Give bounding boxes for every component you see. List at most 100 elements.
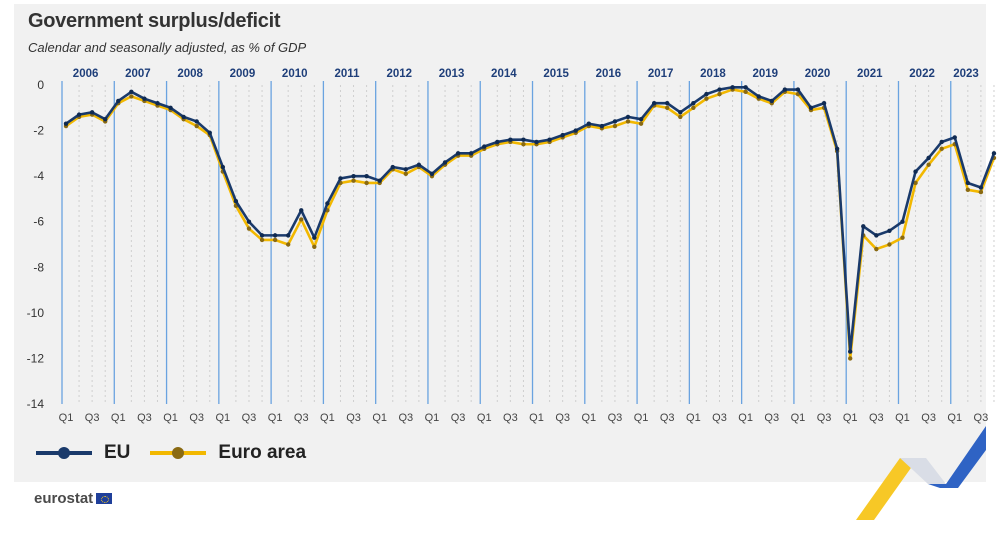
data-point-eu (416, 162, 422, 167)
chart-panel (14, 4, 986, 482)
year-label: 2008 (177, 68, 203, 80)
year-label: 2009 (230, 68, 256, 80)
year-label: 2014 (491, 68, 517, 80)
quarter-tick-label: Q3 (398, 412, 413, 424)
data-point-eu (89, 110, 95, 115)
y-tick-label: -4 (33, 169, 44, 183)
data-point-eu (377, 178, 382, 183)
data-point-eu (730, 85, 735, 90)
year-label: 2017 (648, 68, 674, 80)
quarter-tick-label: Q1 (268, 412, 283, 424)
data-point-eu (403, 167, 409, 172)
data-point-eu (390, 164, 395, 170)
data-point-euro-area (285, 242, 291, 247)
data-point-euro-area (665, 105, 670, 110)
year-label: 2022 (909, 68, 935, 80)
data-point-eu (638, 116, 644, 122)
quarter-tick-label: Q1 (686, 412, 701, 424)
quarter-tick-label: Q1 (791, 412, 806, 424)
y-tick-label: -10 (27, 306, 45, 320)
data-point-eu (76, 112, 82, 117)
quarter-tick-label: Q1 (59, 412, 74, 424)
data-point-eu (939, 139, 944, 145)
data-point-euro-area (848, 356, 853, 361)
logo-text: eurostat (34, 490, 94, 507)
data-point-eu (769, 98, 774, 104)
data-point-eu (521, 137, 526, 142)
data-point-eu (952, 135, 957, 140)
year-label: 2013 (439, 68, 465, 80)
quarter-tick-label: Q1 (215, 412, 230, 424)
data-point-eu (325, 201, 330, 206)
data-point-eu (495, 139, 500, 145)
data-point-eu (848, 349, 853, 354)
data-point-eu (900, 219, 905, 224)
data-point-eu (612, 119, 618, 124)
data-point-euro-area (939, 146, 944, 151)
data-point-euro-area (246, 226, 252, 231)
quarter-tick-label: Q3 (294, 412, 309, 424)
data-point-eu (887, 228, 892, 234)
data-point-eu (429, 171, 435, 177)
data-point-eu (364, 173, 369, 179)
data-point-euro-area (403, 171, 409, 177)
chart-subtitle: Calendar and seasonally adjusted, as % o… (28, 40, 307, 55)
data-point-eu (560, 132, 565, 138)
data-point-euro-area (743, 89, 748, 95)
data-point-eu (625, 114, 631, 120)
data-point-eu (351, 173, 356, 179)
quarter-tick-label: Q1 (163, 412, 178, 424)
data-point-eu (181, 114, 186, 120)
quarter-tick-label: Q3 (764, 412, 779, 424)
data-point-eu (965, 180, 971, 186)
data-point-eu (913, 169, 918, 174)
quarter-tick-label: Q3 (921, 412, 936, 424)
quarter-tick-label: Q1 (372, 412, 387, 424)
quarter-tick-label: Q3 (346, 412, 361, 424)
data-point-eu (442, 160, 448, 165)
quarter-tick-label: Q3 (242, 412, 257, 424)
eurostat-logo[interactable]: eurostat (34, 490, 113, 507)
quarter-tick-label: Q1 (111, 412, 126, 424)
data-point-euro-area (717, 91, 722, 97)
data-point-euro-area (638, 121, 644, 126)
data-point-eu (455, 151, 461, 156)
data-point-eu (194, 119, 199, 124)
data-point-eu (756, 94, 761, 99)
data-point-eu (651, 101, 657, 106)
data-point-eu (142, 96, 147, 101)
quarter-tick-label: Q1 (895, 412, 910, 424)
data-point-eu (678, 110, 683, 115)
data-point-eu (508, 137, 513, 142)
quarter-tick-label: Q3 (137, 412, 152, 424)
data-point-eu (246, 219, 252, 224)
data-point-eu (547, 137, 552, 142)
y-tick-label: -2 (33, 124, 44, 138)
legend-item-eu[interactable]: EU (34, 442, 130, 464)
legend-swatch-eu (36, 447, 92, 459)
legend-item-euro-area[interactable]: Euro area (148, 442, 306, 464)
data-point-euro-area (978, 189, 984, 195)
quarter-tick-label: Q3 (817, 412, 832, 424)
data-point-euro-area (887, 242, 892, 247)
data-point-eu (155, 101, 160, 106)
quarter-tick-label: Q1 (738, 412, 753, 424)
data-point-eu (272, 233, 278, 238)
chart-title: Government surplus/deficit (28, 10, 281, 32)
quarter-tick-label: Q1 (581, 412, 596, 424)
data-point-eu (717, 87, 722, 92)
quarter-tick-label: Q3 (189, 412, 204, 424)
y-tick-label: -8 (33, 260, 44, 274)
data-point-euro-area (900, 235, 905, 240)
quarter-tick-label: Q3 (712, 412, 727, 424)
year-label: 2007 (125, 68, 151, 80)
legend-swatch-euro-area (150, 447, 207, 459)
data-point-eu (103, 116, 108, 122)
data-point-eu (129, 89, 134, 95)
quarter-tick-label: Q3 (555, 412, 570, 424)
data-point-eu (168, 105, 173, 110)
quarter-tick-label: Q3 (974, 412, 989, 424)
data-point-eu (338, 176, 343, 181)
year-label: 2006 (73, 68, 99, 80)
data-point-eu (586, 121, 591, 126)
